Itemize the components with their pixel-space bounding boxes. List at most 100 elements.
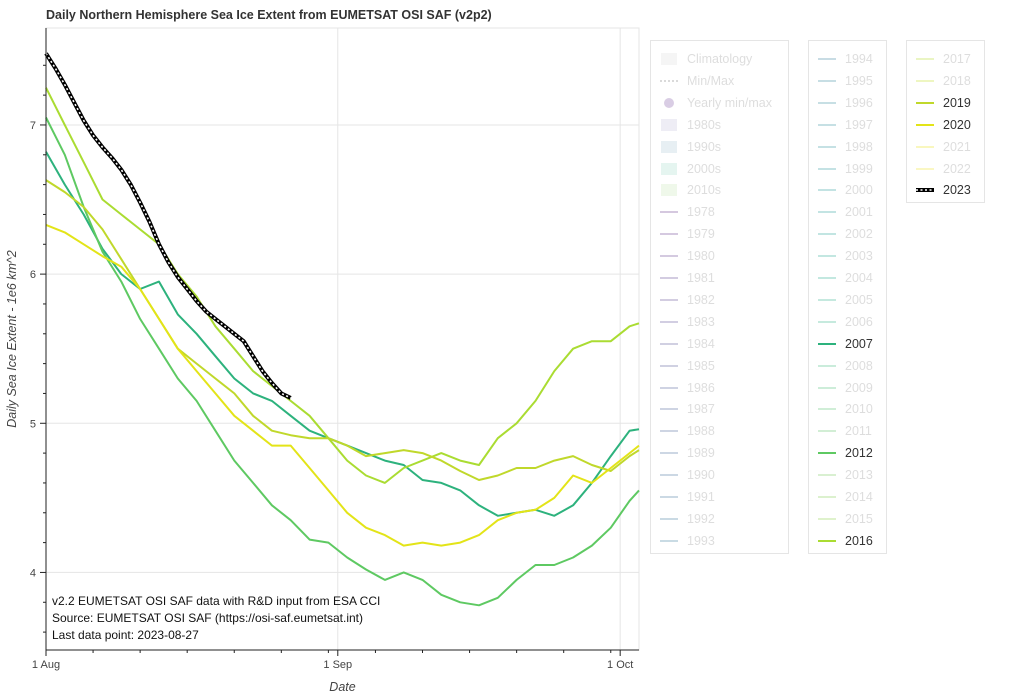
legend-item-2006[interactable]: 2006 xyxy=(809,311,873,333)
legend-label: 1998 xyxy=(845,139,873,154)
legend-item-2017[interactable]: 2017 xyxy=(907,48,971,70)
legend-item-1982[interactable]: 1982 xyxy=(651,289,715,311)
legend-item-2002[interactable]: 2002 xyxy=(809,223,873,245)
legend-glyph-line-icon xyxy=(817,464,837,486)
legend-item-2014[interactable]: 2014 xyxy=(809,486,873,508)
legend-label: 1992 xyxy=(687,511,715,526)
legend-glyph-line-icon xyxy=(817,158,837,180)
legend-item-2003[interactable]: 2003 xyxy=(809,245,873,267)
series-line-2012[interactable] xyxy=(45,117,640,607)
legend-item-2020[interactable]: 2020 xyxy=(907,114,971,136)
legend-item-2011[interactable]: 2011 xyxy=(809,420,872,442)
legend-item-2010s[interactable]: 2010s xyxy=(651,179,721,201)
legend-item-2019[interactable]: 2019 xyxy=(907,92,971,114)
legend-item-2015[interactable]: 2015 xyxy=(809,508,873,530)
legend-item-1999[interactable]: 1999 xyxy=(809,158,873,180)
legend-item-climatology[interactable]: Climatology xyxy=(651,48,752,70)
legend-glyph-line-icon xyxy=(915,48,935,70)
legend-glyph-line-icon xyxy=(659,530,679,552)
legend-glyph-line-icon xyxy=(817,530,837,552)
legend-item-min-max[interactable]: Min/Max xyxy=(651,70,734,92)
legend-label: 1989 xyxy=(687,446,715,461)
legend-item-yearly-min-max[interactable]: Yearly min/max xyxy=(651,92,772,114)
legend-glyph-line-icon xyxy=(817,267,837,289)
annotation-line: Source: EUMETSAT OSI SAF (https://osi-sa… xyxy=(52,611,363,625)
legend-glyph-dotted-icon xyxy=(915,179,935,201)
axes-layer: 4 5 6 7 1 Aug 1 Sep 1 Oct Date Daily Sea Ice Ext… xyxy=(5,28,639,694)
legend-glyph-line-icon xyxy=(817,201,837,223)
legend-item-2005[interactable]: 2005 xyxy=(809,289,873,311)
legend-glyph-line-icon xyxy=(659,420,679,442)
legend-glyph-line-icon xyxy=(659,201,679,223)
legend-item-2000s[interactable]: 2000s xyxy=(651,158,721,180)
legend-label: 2003 xyxy=(845,249,873,264)
legend-label: 1983 xyxy=(687,314,715,329)
legend-label: 2021 xyxy=(943,139,971,154)
legend-item-1980s[interactable]: 1980s xyxy=(651,114,721,136)
legend-item-1989[interactable]: 1989 xyxy=(651,442,715,464)
legend-item-2009[interactable]: 2009 xyxy=(809,377,873,399)
legend-label: 1994 xyxy=(845,52,873,66)
legend-label: 1996 xyxy=(845,95,873,110)
y-tick-label: 5 xyxy=(30,418,36,430)
legend-glyph-line-icon xyxy=(817,377,837,399)
legend-glyph-line-icon xyxy=(817,355,837,377)
legend-glyph-line-icon xyxy=(817,333,837,355)
legend-item-1996[interactable]: 1996 xyxy=(809,92,873,114)
legend-item-2016[interactable]: 2016 xyxy=(809,530,873,552)
legend-item-1992[interactable]: 1992 xyxy=(651,508,715,530)
legend-item-1987[interactable]: 1987 xyxy=(651,398,715,420)
legend-column-3: 2017 2018 2019 2020 2021 2022 2023 xyxy=(906,40,985,204)
legend-item-2001[interactable]: 2001 xyxy=(809,201,873,223)
legend-item-2010[interactable]: 2010 xyxy=(809,398,873,420)
legend-label: 1988 xyxy=(687,424,715,439)
legend-item-1981[interactable]: 1981 xyxy=(651,267,715,289)
legend-item-1979[interactable]: 1979 xyxy=(651,223,715,245)
legend-item-1993[interactable]: 1993 xyxy=(651,530,715,552)
legend-item-2012[interactable]: 2012 xyxy=(809,442,873,464)
legend-label: 1980 xyxy=(687,249,715,264)
legend-item-2013[interactable]: 2013 xyxy=(809,464,873,486)
legend-item-1991[interactable]: 1991 xyxy=(651,486,715,508)
plot-area xyxy=(45,27,640,651)
legend-item-1990s[interactable]: 1990s xyxy=(651,136,721,158)
legend-item-2018[interactable]: 2018 xyxy=(907,70,971,92)
legend-item-1994[interactable]: 1994 xyxy=(809,48,873,70)
legend-glyph-line-icon xyxy=(659,223,679,245)
legend-item-2023[interactable]: 2023 xyxy=(907,179,971,201)
legend-glyph-line-icon xyxy=(659,486,679,508)
legend-item-1980[interactable]: 1980 xyxy=(651,245,715,267)
legend-item-2007[interactable]: 2007 xyxy=(809,333,873,355)
legend-label: 1979 xyxy=(687,227,715,242)
series-layer xyxy=(44,52,640,607)
legend-item-2000[interactable]: 2000 xyxy=(809,179,873,201)
legend-item-1988[interactable]: 1988 xyxy=(651,420,715,442)
legend-item-1983[interactable]: 1983 xyxy=(651,311,715,333)
legend-label: 1980s xyxy=(687,117,722,132)
legend-item-1998[interactable]: 1998 xyxy=(809,136,873,158)
legend-label: 2013 xyxy=(845,468,873,483)
legend-item-1986[interactable]: 1986 xyxy=(651,377,715,399)
legend-item-2021[interactable]: 2021 xyxy=(907,136,971,158)
x-axis-label: Date xyxy=(329,680,355,694)
series-line-2016[interactable] xyxy=(45,87,640,484)
legend-item-2022[interactable]: 2022 xyxy=(907,158,971,180)
legend-item-2004[interactable]: 2004 xyxy=(809,267,873,289)
legend-label: 2022 xyxy=(943,161,971,176)
legend-item-1995[interactable]: 1995 xyxy=(809,70,873,92)
legend-glyph-line-icon xyxy=(817,223,837,245)
series-line-2020[interactable] xyxy=(45,223,640,547)
legend-item-1984[interactable]: 1984 xyxy=(651,333,715,355)
legend-item-1978[interactable]: 1978 xyxy=(651,201,715,223)
legend-label: 1982 xyxy=(687,292,715,307)
legend-item-1990[interactable]: 1990 xyxy=(651,464,715,486)
legend-item-2008[interactable]: 2008 xyxy=(809,355,873,377)
y-tick-label: 4 xyxy=(30,567,36,579)
legend-glyph-dashed-icon xyxy=(659,70,679,92)
legend-column-2: 1994 1995 1996 1997 1998 1999 2000 2001 2002 2003… xyxy=(808,40,887,554)
legend-item-1997[interactable]: 1997 xyxy=(809,114,873,136)
legend-glyph-line-icon xyxy=(659,333,679,355)
legend-label: 2014 xyxy=(845,490,873,504)
legend-item-1985[interactable]: 1985 xyxy=(651,355,715,377)
